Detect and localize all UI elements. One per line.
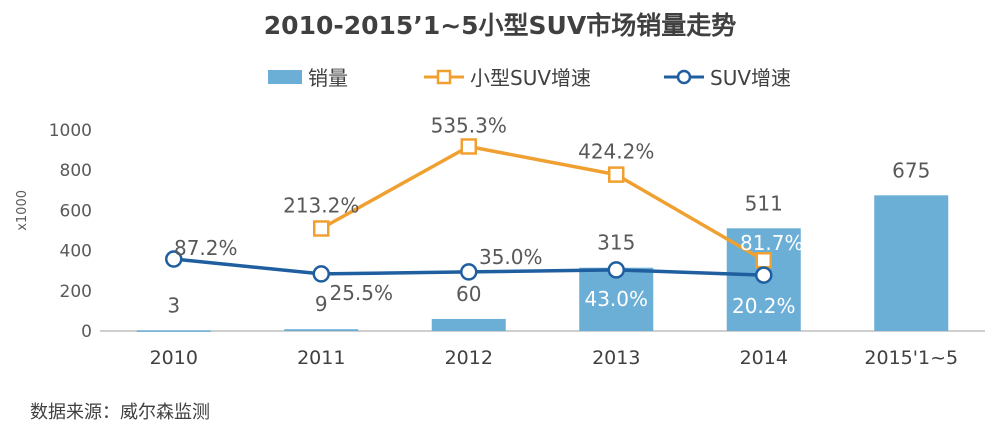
legend-label-small-suv-growth: 小型SUV增速 [470, 66, 592, 90]
bar-sales [431, 318, 506, 331]
y-unit-label: x1000 [15, 190, 30, 231]
y-tick-label: 400 [60, 242, 92, 262]
y-tick-label: 1000 [49, 121, 92, 141]
suv-growth-data-label: 25.5% [329, 281, 393, 305]
legend-item-small-suv-growth: 小型SUV增速 [424, 62, 591, 91]
y-tick-label: 200 [60, 282, 92, 302]
small-suv-growth-point [460, 138, 477, 155]
bar-sales [874, 195, 949, 331]
legend-line-orange-swatch [424, 69, 464, 84]
legend-line-blue-swatch [664, 69, 704, 84]
bar-data-label: 60 [456, 282, 481, 306]
legend-item-suv-growth: SUV增速 [664, 62, 791, 91]
y-tick-label: 800 [60, 161, 92, 181]
bar-data-label: 675 [892, 158, 930, 182]
legend-item-sales: 销量 [268, 62, 348, 91]
x-tick-label: 2015'1~5 [864, 347, 958, 369]
x-tick-label: 2011 [297, 347, 345, 369]
x-tick-label: 2010 [150, 347, 198, 369]
bar-data-label: 511 [745, 191, 783, 215]
bar-sales [136, 330, 211, 332]
small-suv-growth-data-label: 424.2% [578, 140, 654, 164]
small-suv-growth-data-label: 81.7% [740, 231, 804, 255]
bar-data-label: 9 [315, 292, 328, 316]
suv-growth-point [460, 263, 478, 281]
y-tick-label: 600 [60, 201, 92, 221]
small-suv-growth-line [320, 144, 765, 262]
small-suv-growth-point [313, 220, 330, 237]
x-tick-label: 2013 [592, 347, 640, 369]
chart-title: 2010-2015’1~5小型SUV市场销量走势 [263, 11, 737, 40]
x-tick-label: 2014 [740, 347, 788, 369]
small-suv-growth-point [608, 166, 625, 183]
suv-growth-data-label: 35.0% [479, 245, 543, 269]
bar-data-label: 3 [167, 293, 180, 317]
bar-data-label: 315 [597, 231, 635, 255]
x-tick-label: 2012 [445, 347, 493, 369]
suv-growth-data-label: 87.2% [174, 236, 238, 260]
legend-label-suv-growth: SUV增速 [710, 66, 792, 90]
suv-growth-point [607, 261, 625, 279]
data-source: 数据来源：威尔森监测 [30, 402, 210, 423]
legend-label-sales: 销量 [308, 66, 348, 90]
legend-bar-swatch [268, 69, 302, 84]
suv-growth-point [165, 250, 183, 268]
suv-growth-data-label: 43.0% [584, 287, 648, 311]
suv-growth-point [312, 265, 330, 283]
legend: 销量 小型SUV增速 SUV增速 [0, 62, 1000, 92]
suv-growth-point [755, 266, 773, 284]
suv-growth-data-label: 20.2% [732, 294, 796, 318]
y-tick-label: 0 [81, 322, 92, 342]
small-suv-growth-point [755, 251, 772, 269]
bar-sales [284, 329, 359, 331]
small-suv-growth-data-label: 213.2% [283, 193, 359, 217]
small-suv-growth-data-label: 535.3% [431, 113, 507, 137]
